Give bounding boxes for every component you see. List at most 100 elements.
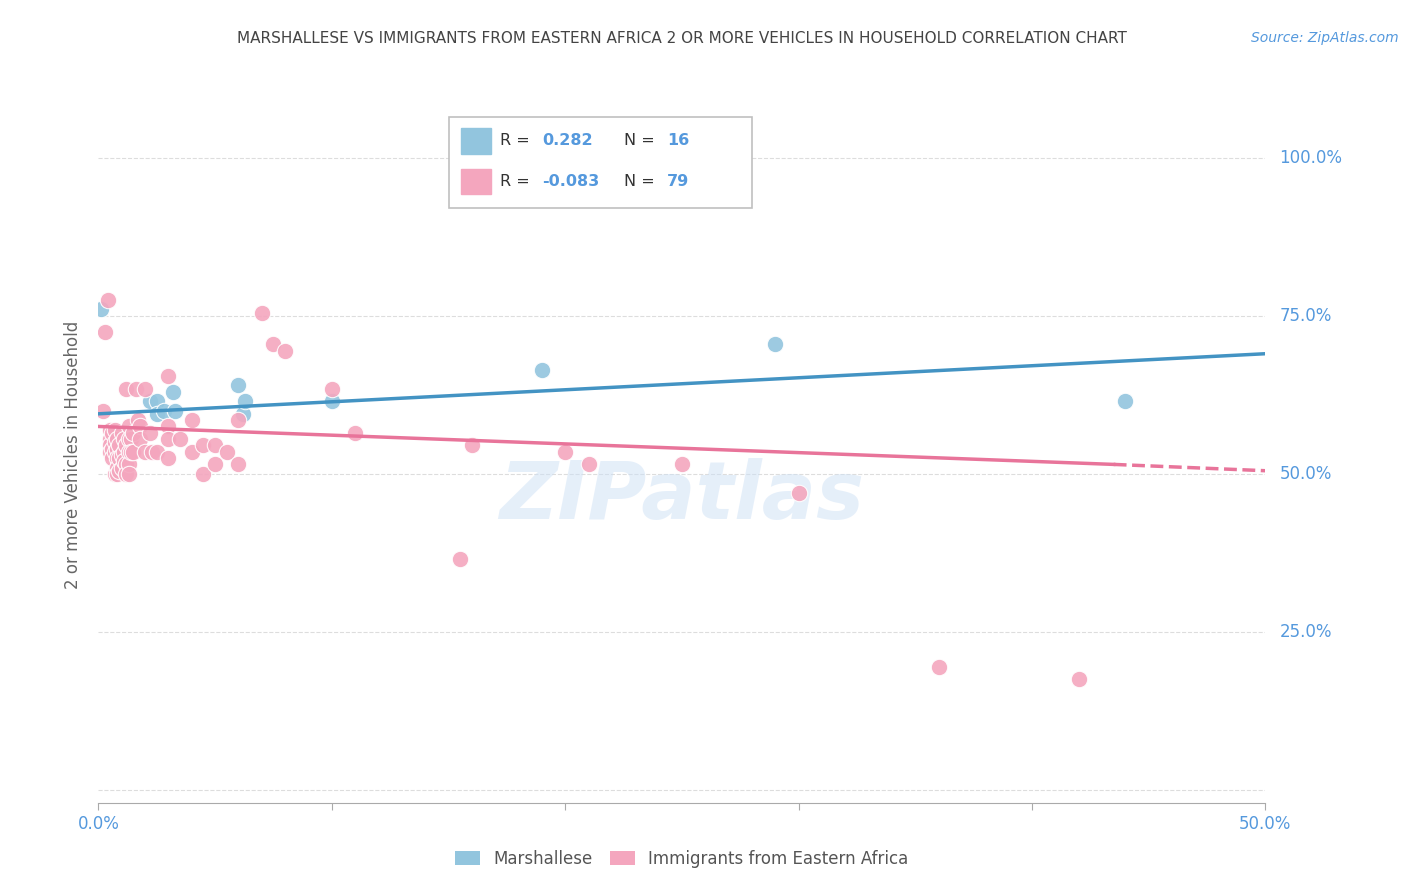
Point xyxy=(120,444,142,458)
Point xyxy=(97,293,120,307)
Point xyxy=(111,460,134,475)
Point xyxy=(169,432,191,446)
Text: N =: N = xyxy=(624,134,655,148)
Point xyxy=(530,362,553,376)
Point xyxy=(112,454,135,468)
Point xyxy=(578,458,600,472)
Bar xyxy=(461,128,491,153)
Point xyxy=(193,438,215,452)
Point xyxy=(104,467,127,481)
Point xyxy=(108,451,131,466)
Point xyxy=(763,337,786,351)
Point xyxy=(228,378,250,392)
Point xyxy=(118,458,141,472)
Point xyxy=(146,407,169,421)
Point xyxy=(105,467,128,481)
Text: 79: 79 xyxy=(666,174,689,189)
Point xyxy=(180,413,202,427)
Point xyxy=(152,403,174,417)
Point xyxy=(122,425,145,440)
Point xyxy=(115,382,138,396)
Point xyxy=(118,467,141,481)
Point xyxy=(235,394,257,409)
Point xyxy=(134,382,156,396)
Point xyxy=(118,419,141,434)
Point xyxy=(461,438,484,452)
Point xyxy=(94,325,117,339)
FancyBboxPatch shape xyxy=(449,118,752,208)
Text: R =: R = xyxy=(501,134,530,148)
Point xyxy=(111,425,134,440)
Point xyxy=(98,438,121,452)
Point xyxy=(157,432,180,446)
Point xyxy=(98,432,121,446)
Point xyxy=(141,444,163,458)
Point xyxy=(928,660,950,674)
Point xyxy=(204,438,226,452)
Point xyxy=(157,451,180,466)
Point xyxy=(115,458,138,472)
Point xyxy=(232,407,254,421)
Point xyxy=(228,413,250,427)
Point xyxy=(554,444,576,458)
Point xyxy=(115,438,138,452)
Text: ZIPatlas: ZIPatlas xyxy=(499,458,865,536)
Point xyxy=(104,435,127,450)
Point xyxy=(180,444,202,458)
Point xyxy=(127,413,149,427)
Point xyxy=(118,444,141,458)
Legend: Marshallese, Immigrants from Eastern Africa: Marshallese, Immigrants from Eastern Afr… xyxy=(449,843,915,874)
Text: R =: R = xyxy=(501,174,530,189)
Point xyxy=(274,343,297,358)
Point xyxy=(98,444,121,458)
Point xyxy=(105,442,128,456)
Point xyxy=(91,403,114,417)
Point xyxy=(125,382,148,396)
Text: 25.0%: 25.0% xyxy=(1279,623,1331,641)
Point xyxy=(105,432,128,446)
Point xyxy=(105,451,128,466)
Point xyxy=(129,432,152,446)
Text: 16: 16 xyxy=(666,134,689,148)
Point xyxy=(193,467,215,481)
Point xyxy=(262,337,284,351)
Text: 75.0%: 75.0% xyxy=(1279,307,1331,325)
Point xyxy=(101,442,124,456)
Point xyxy=(157,368,180,383)
Text: -0.083: -0.083 xyxy=(543,174,600,189)
Text: 50.0%: 50.0% xyxy=(1279,465,1331,483)
Point xyxy=(344,425,367,440)
Point xyxy=(129,419,152,434)
Point xyxy=(118,432,141,446)
Point xyxy=(134,444,156,458)
Point xyxy=(101,425,124,440)
Point xyxy=(112,444,135,458)
Point xyxy=(108,464,131,478)
Point xyxy=(1067,673,1090,687)
Point xyxy=(111,448,134,462)
Point xyxy=(90,302,112,317)
Bar xyxy=(461,169,491,194)
Text: N =: N = xyxy=(624,174,655,189)
Point xyxy=(104,423,127,437)
Point xyxy=(122,444,145,458)
Point xyxy=(250,305,273,319)
Point xyxy=(321,382,343,396)
Text: Source: ZipAtlas.com: Source: ZipAtlas.com xyxy=(1251,31,1399,45)
Point xyxy=(671,458,693,472)
Point xyxy=(120,432,142,446)
Text: 100.0%: 100.0% xyxy=(1279,149,1343,167)
Point xyxy=(115,467,138,481)
Point xyxy=(139,394,162,409)
Point xyxy=(449,552,471,566)
Y-axis label: 2 or more Vehicles in Household: 2 or more Vehicles in Household xyxy=(65,321,83,589)
Point xyxy=(1114,394,1136,409)
Point xyxy=(105,460,128,475)
Point xyxy=(215,444,238,458)
Text: MARSHALLESE VS IMMIGRANTS FROM EASTERN AFRICA 2 OR MORE VEHICLES IN HOUSEHOLD CO: MARSHALLESE VS IMMIGRANTS FROM EASTERN A… xyxy=(238,31,1126,46)
Point xyxy=(204,458,226,472)
Point xyxy=(228,458,250,472)
Point xyxy=(101,451,124,466)
Point xyxy=(146,394,169,409)
Point xyxy=(321,394,343,409)
